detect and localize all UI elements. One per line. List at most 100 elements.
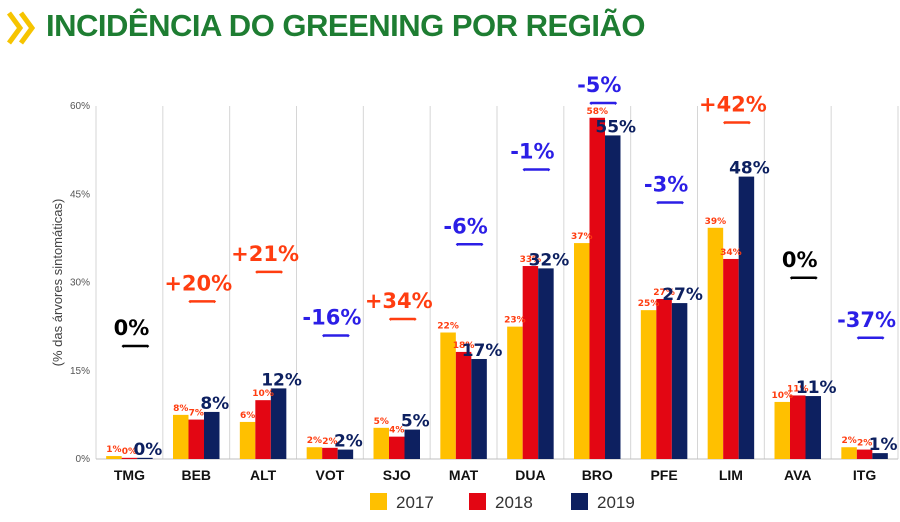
bar xyxy=(738,176,755,459)
bar xyxy=(270,388,287,459)
y-axis-label: (% das árvores sintomáticas) xyxy=(50,199,65,367)
bar xyxy=(522,266,539,459)
bar-value-label: 32% xyxy=(529,250,570,270)
change-label: +34% xyxy=(365,289,433,313)
bars-layer xyxy=(106,117,888,460)
change-label: -3% xyxy=(644,172,688,196)
axis-layer: 0% 15% 30% 45% 60% (% das árvores sintomática… xyxy=(50,101,899,483)
y-tick-label: 45% xyxy=(70,189,90,200)
bar xyxy=(322,447,338,459)
x-tick-label: BEB xyxy=(181,467,211,483)
bar-value-label: 2% xyxy=(334,432,363,452)
bar xyxy=(574,243,590,459)
bar xyxy=(841,447,857,459)
bar-value-label: 34% xyxy=(720,248,742,258)
change-layer: 0% +20% +21% -16%+34% -6% -1% -5% -3% +42% 0% -37% xyxy=(114,73,896,348)
x-tick-label: ALT xyxy=(250,467,277,483)
bar xyxy=(774,401,790,459)
legend-swatch xyxy=(469,493,486,510)
bar-value-label: 5% xyxy=(401,412,430,432)
y-tick-label: 0% xyxy=(76,454,91,465)
legend-label: 2017 xyxy=(396,493,434,512)
change-label: -1% xyxy=(510,140,554,164)
bar-value-label: 4% xyxy=(389,426,404,436)
bar-value-label: 27% xyxy=(653,288,675,298)
change-label: 0% xyxy=(114,316,150,340)
x-tick-label: LIM xyxy=(719,467,743,483)
change-bracket xyxy=(656,201,684,205)
y-tick-label: 30% xyxy=(70,278,90,289)
bar-value-label: 33% xyxy=(520,255,542,265)
legend: 2017 2018 2019 xyxy=(370,493,635,512)
x-tick-label: BRO xyxy=(582,467,613,483)
bar xyxy=(507,326,523,459)
bar xyxy=(856,449,873,459)
legend-label: 2019 xyxy=(597,493,635,512)
header: INCIDÊNCIA DO GREENING POR REGIÃO xyxy=(0,0,900,60)
change-label: -5% xyxy=(577,73,621,97)
change-bracket xyxy=(255,270,283,274)
bar-value-label: 17% xyxy=(462,341,503,361)
bar-value-label: 8% xyxy=(200,394,229,414)
bar xyxy=(389,436,405,459)
legend-label: 2018 xyxy=(495,493,533,512)
bar xyxy=(656,298,672,459)
x-tick-label: TMG xyxy=(114,467,145,483)
bar xyxy=(707,227,724,459)
x-tick-label: SJO xyxy=(383,467,411,483)
bar xyxy=(137,457,153,459)
bar xyxy=(255,400,271,459)
bar xyxy=(404,429,420,459)
page-title: INCIDÊNCIA DO GREENING POR REGIÃO xyxy=(46,8,645,43)
bar xyxy=(455,351,472,459)
bar-value-label: 0% xyxy=(122,447,137,457)
bar xyxy=(440,332,456,459)
bar-value-label: 11% xyxy=(796,378,837,398)
bar xyxy=(589,117,605,460)
bar xyxy=(173,414,189,459)
bar-value-label: 1% xyxy=(869,435,898,455)
bar-value-label: 7% xyxy=(189,409,204,419)
bar-value-label: 23% xyxy=(504,316,526,326)
bar xyxy=(239,421,256,459)
bar-value-label: 0% xyxy=(133,440,162,460)
change-label: -16% xyxy=(302,305,361,329)
bar xyxy=(723,258,739,459)
y-tick-label: 60% xyxy=(70,101,90,112)
x-tick-label: VOT xyxy=(316,467,345,483)
bar-value-label: 2% xyxy=(841,436,856,446)
change-label: +42% xyxy=(699,92,767,116)
bar xyxy=(471,358,487,459)
change-bracket xyxy=(322,334,350,338)
bar xyxy=(204,411,220,459)
bar-value-label: 22% xyxy=(437,322,459,332)
bar xyxy=(872,453,888,459)
bar-value-label: 27% xyxy=(662,285,703,305)
chevron-icon xyxy=(6,11,36,45)
bar xyxy=(121,457,138,459)
change-bracket xyxy=(455,243,484,247)
bar-value-label: 2% xyxy=(307,436,322,446)
bar xyxy=(790,395,806,459)
change-bracket xyxy=(789,276,818,280)
change-bracket xyxy=(388,317,417,321)
change-bracket xyxy=(188,300,217,304)
bar xyxy=(373,427,389,459)
bar-value-label: 37% xyxy=(571,232,593,242)
bar-value-label: 12% xyxy=(261,370,302,390)
bar-value-label: 2% xyxy=(857,439,872,449)
bar xyxy=(337,449,354,459)
change-bracket xyxy=(856,336,885,340)
x-tick-label: AVA xyxy=(784,467,811,483)
bar-value-label: 11% xyxy=(787,384,809,394)
bar xyxy=(605,135,621,459)
change-label: -37% xyxy=(837,308,896,332)
bar-value-label: 25% xyxy=(638,299,660,309)
bar-value-label: 10% xyxy=(252,389,274,399)
bar xyxy=(805,396,821,459)
bar xyxy=(671,303,688,459)
y-tick-label: 15% xyxy=(70,366,90,377)
bar xyxy=(106,456,122,459)
bar-value-label: 39% xyxy=(705,217,727,227)
